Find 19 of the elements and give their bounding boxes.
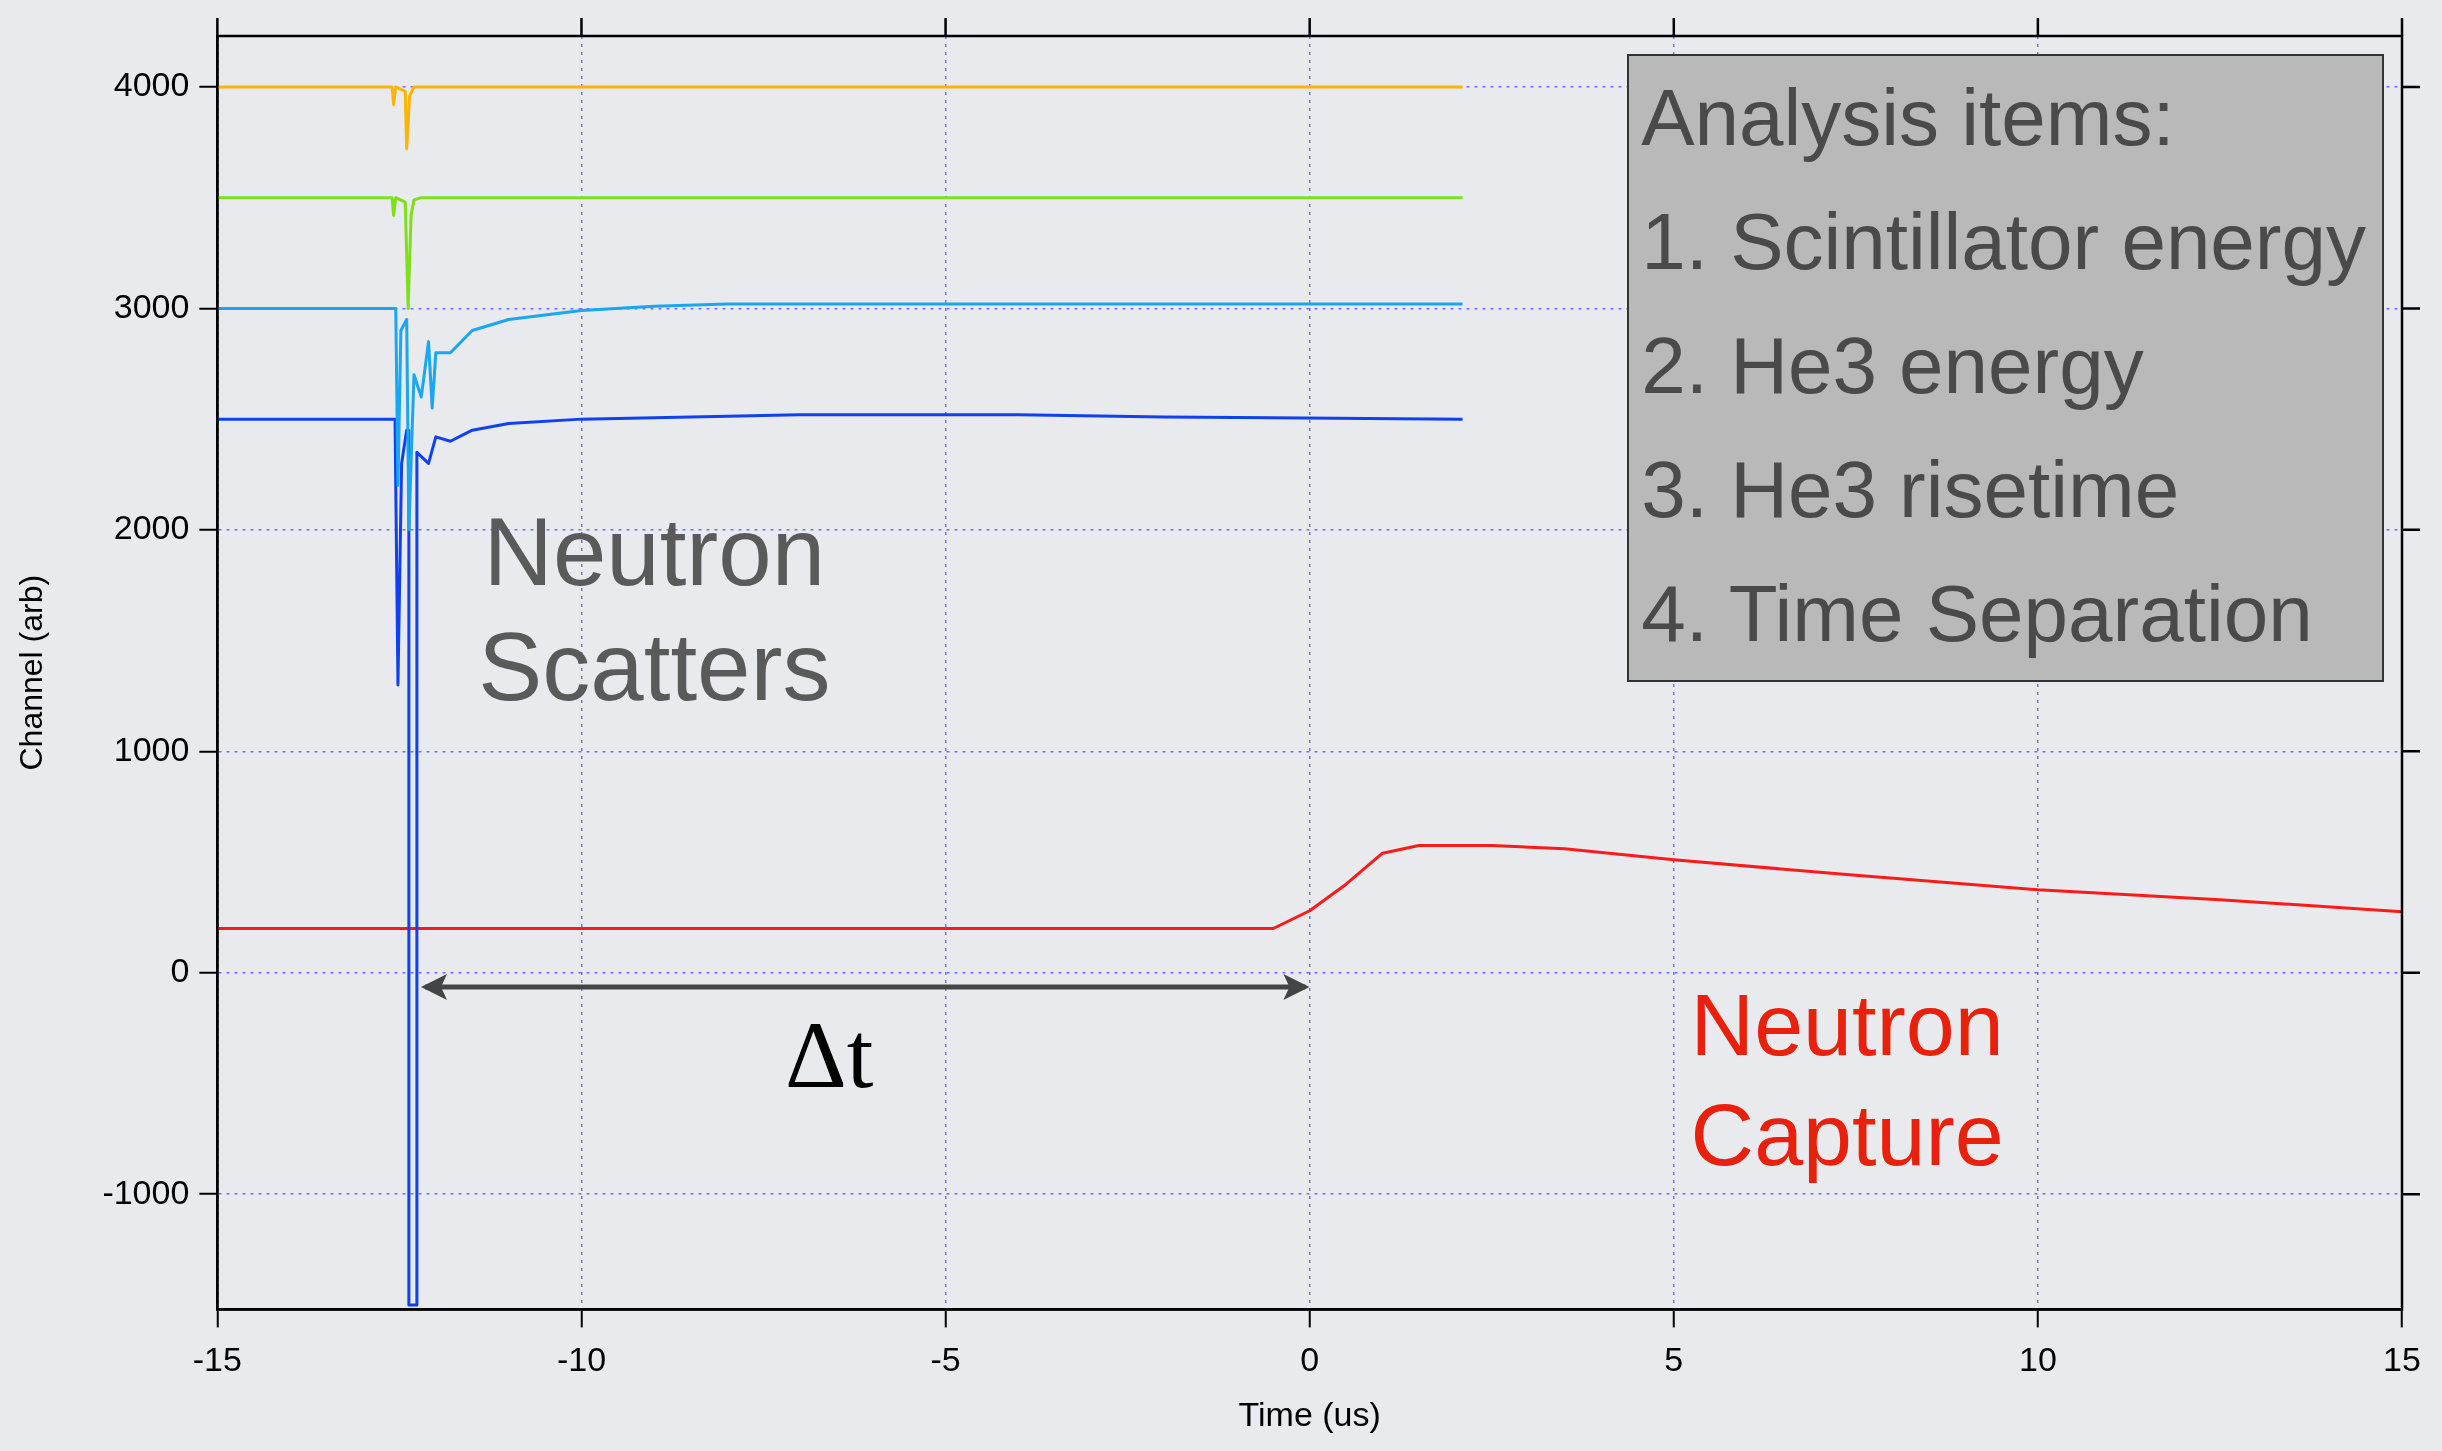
- annotation: Δt: [785, 1000, 874, 1111]
- y-tick-label: -1000: [102, 1172, 190, 1211]
- y-tick-label: 3000: [113, 286, 190, 325]
- x-tick-label: -10: [556, 1340, 607, 1379]
- y-tick-label: 0: [170, 951, 190, 990]
- annotation: Neutron Scatters: [478, 497, 831, 723]
- x-tick-label: 5: [1664, 1340, 1684, 1379]
- annotation: Analysis items: 1. Scintillator energy 2. He3 energy 3. He3 risetime 4. Time Separation: [1627, 54, 2384, 682]
- x-tick-label: -15: [192, 1340, 242, 1379]
- x-axis-title: Time (us): [1238, 1394, 1381, 1433]
- x-tick-label: 15: [2383, 1340, 2421, 1379]
- y-tick-label: 1000: [113, 729, 190, 768]
- x-tick-label: 0: [1300, 1340, 1320, 1379]
- y-tick-label: 2000: [113, 508, 190, 547]
- annotation: Neutron Capture: [1690, 974, 2004, 1187]
- y-axis-title: Channel (arb): [13, 574, 50, 771]
- y-tick-label: 4000: [113, 65, 190, 104]
- x-tick-label: 10: [2018, 1340, 2057, 1379]
- x-tick-label: -5: [930, 1340, 961, 1379]
